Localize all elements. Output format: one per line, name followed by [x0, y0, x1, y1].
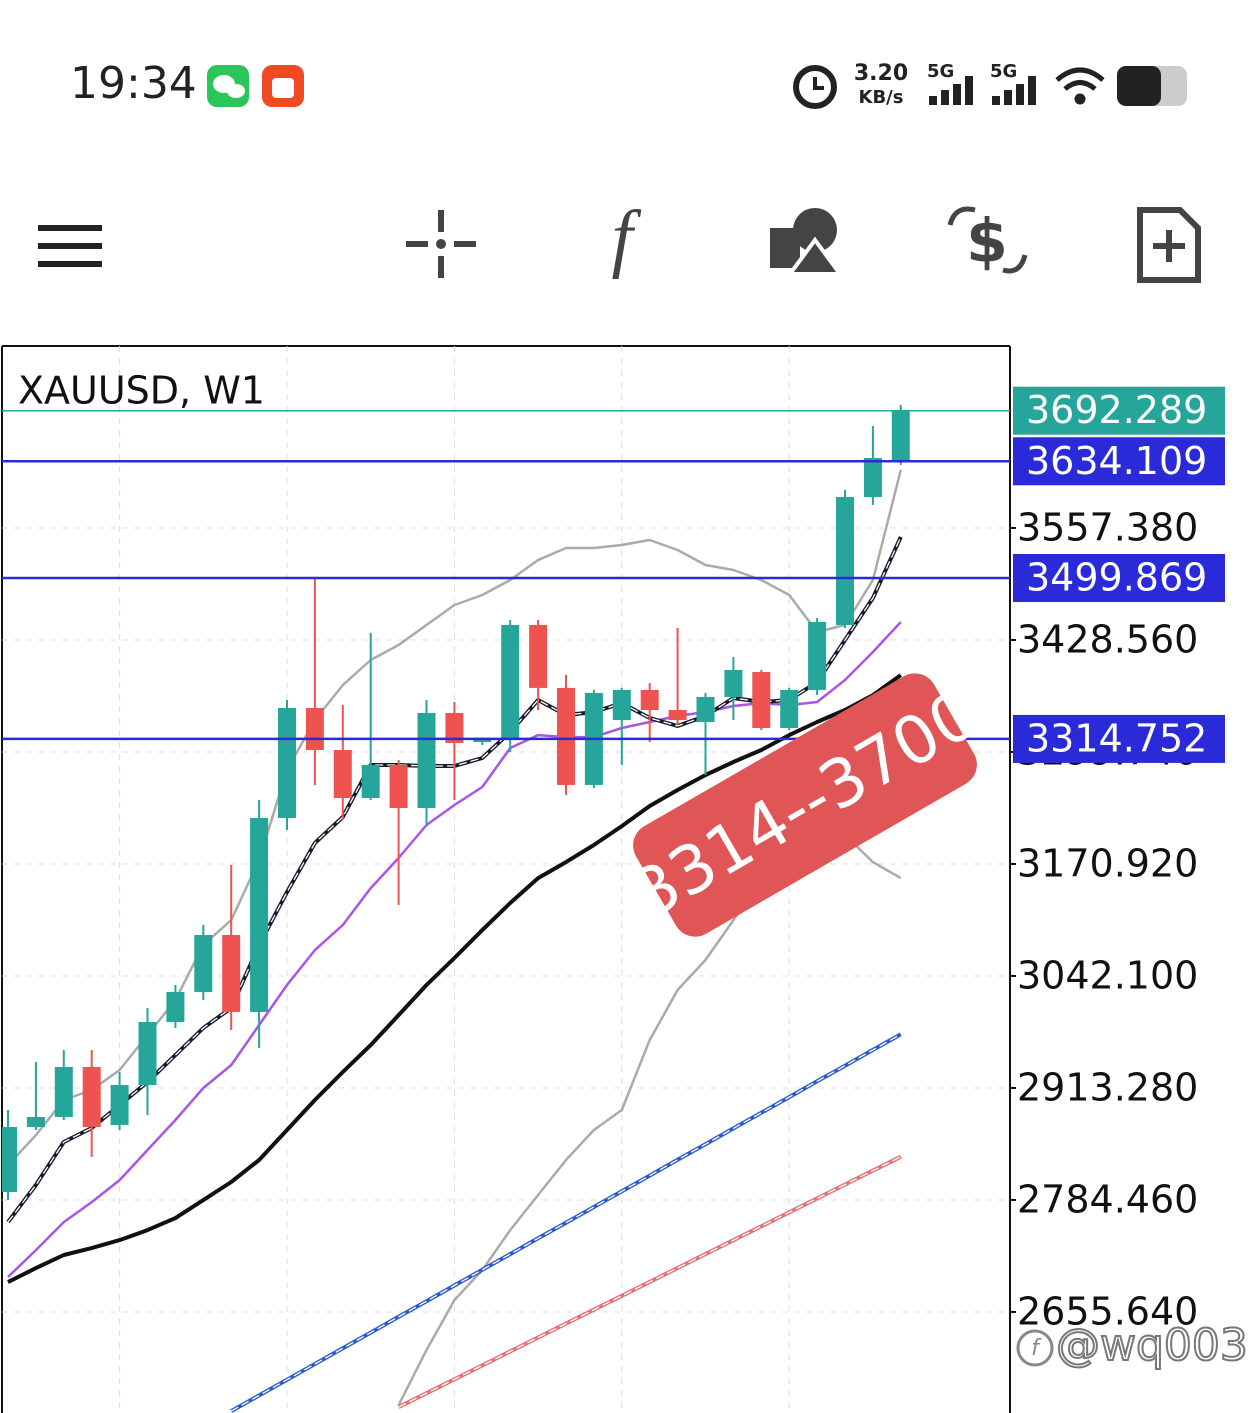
toolbar: f $ [38, 195, 1201, 283]
candle-body [278, 708, 296, 818]
trade-button[interactable]: $ [947, 206, 1028, 277]
candle-body [445, 712, 464, 743]
net-speed-unit: KB/s [859, 87, 904, 108]
status-bar: 19:34 3.20 KB/s 5G 5G [70, 58, 1187, 109]
candle-body [82, 1066, 101, 1127]
candle-body [194, 935, 213, 992]
chart-frame [1, 345, 1011, 1413]
candle-body [529, 624, 548, 688]
candle-body [333, 750, 352, 798]
y-tick-label: 3170.920 [1017, 841, 1198, 885]
level-label: 3499.869 [1026, 555, 1207, 599]
candle-body [54, 1066, 73, 1117]
y-tick-label: 3557.380 [1017, 505, 1198, 549]
alarm-icon [793, 65, 837, 109]
candle-body [612, 689, 631, 721]
candle-body [2, 1126, 17, 1193]
candle-body [752, 672, 771, 729]
indicator-line [7, 673, 902, 1284]
indicators-button[interactable]: f [611, 195, 641, 279]
indicator-line [7, 621, 902, 1278]
signal-icon [929, 76, 973, 105]
candle-body [110, 1084, 129, 1125]
last-price-tag [1013, 386, 1225, 435]
grid [2, 346, 1010, 1413]
network-type: 5G [927, 61, 954, 82]
candle-body [305, 708, 324, 751]
annotation: 3314--3700 [619, 673, 990, 937]
level-tag [1013, 714, 1225, 763]
candle-body [808, 621, 827, 690]
new-order-button[interactable] [1137, 207, 1201, 283]
candle-body [863, 457, 882, 498]
candle-body [138, 1022, 157, 1085]
candle-body [389, 764, 408, 808]
candle-body [250, 817, 269, 1012]
candle-body [780, 689, 799, 729]
y-tick-label: 2784.460 [1017, 1177, 1198, 1221]
plot-area [2, 404, 1010, 1413]
svg-text:$: $ [966, 207, 1008, 277]
candle-body [724, 669, 743, 697]
level-label: 3634.109 [1026, 439, 1207, 483]
candle-body [222, 935, 241, 1012]
candle-body [501, 624, 520, 741]
candle-body [668, 710, 687, 721]
watermark: f @wq003 [1016, 1319, 1249, 1372]
menu-button[interactable] [38, 225, 102, 267]
signal-icon [992, 76, 1036, 105]
candle-body [473, 740, 492, 743]
last-price-label: 3692.289 [1026, 388, 1207, 432]
level-tag [1013, 437, 1225, 486]
candle-body [696, 696, 715, 723]
y-tick-label: 3042.100 [1017, 953, 1198, 997]
network-type: 5G [990, 61, 1017, 82]
indicator-line-dash [398, 1156, 902, 1408]
svg-text:f: f [1031, 1336, 1042, 1361]
chart-title: XAUUSD, W1 [18, 369, 265, 413]
net-speed: 3.20 [854, 61, 908, 86]
clock: 19:34 [70, 58, 197, 109]
y-tick-label: 3428.560 [1017, 617, 1198, 661]
price-axis: 3557.3803428.5603299.7403170.9203042.100… [1010, 386, 1225, 1333]
objects-button[interactable] [770, 208, 844, 276]
watermark-text: @wq003 [1056, 1320, 1248, 1371]
crosshair-button[interactable] [406, 210, 476, 278]
candle-body [891, 410, 910, 462]
candle-body [166, 991, 185, 1023]
candle-body [361, 764, 380, 798]
level-tag [1013, 553, 1225, 602]
candle-body [640, 689, 659, 711]
candle-body [557, 687, 575, 785]
indicator-line-dash [230, 1033, 902, 1412]
candle-body [836, 497, 854, 625]
candle-body [26, 1116, 45, 1127]
y-tick-label: 2655.640 [1017, 1289, 1198, 1333]
wifi-icon [1055, 67, 1105, 105]
candle-body [417, 712, 436, 808]
indicator-line [7, 469, 903, 1166]
y-tick-label: 2913.280 [1017, 1065, 1198, 1109]
level-label: 3314.752 [1026, 716, 1207, 760]
